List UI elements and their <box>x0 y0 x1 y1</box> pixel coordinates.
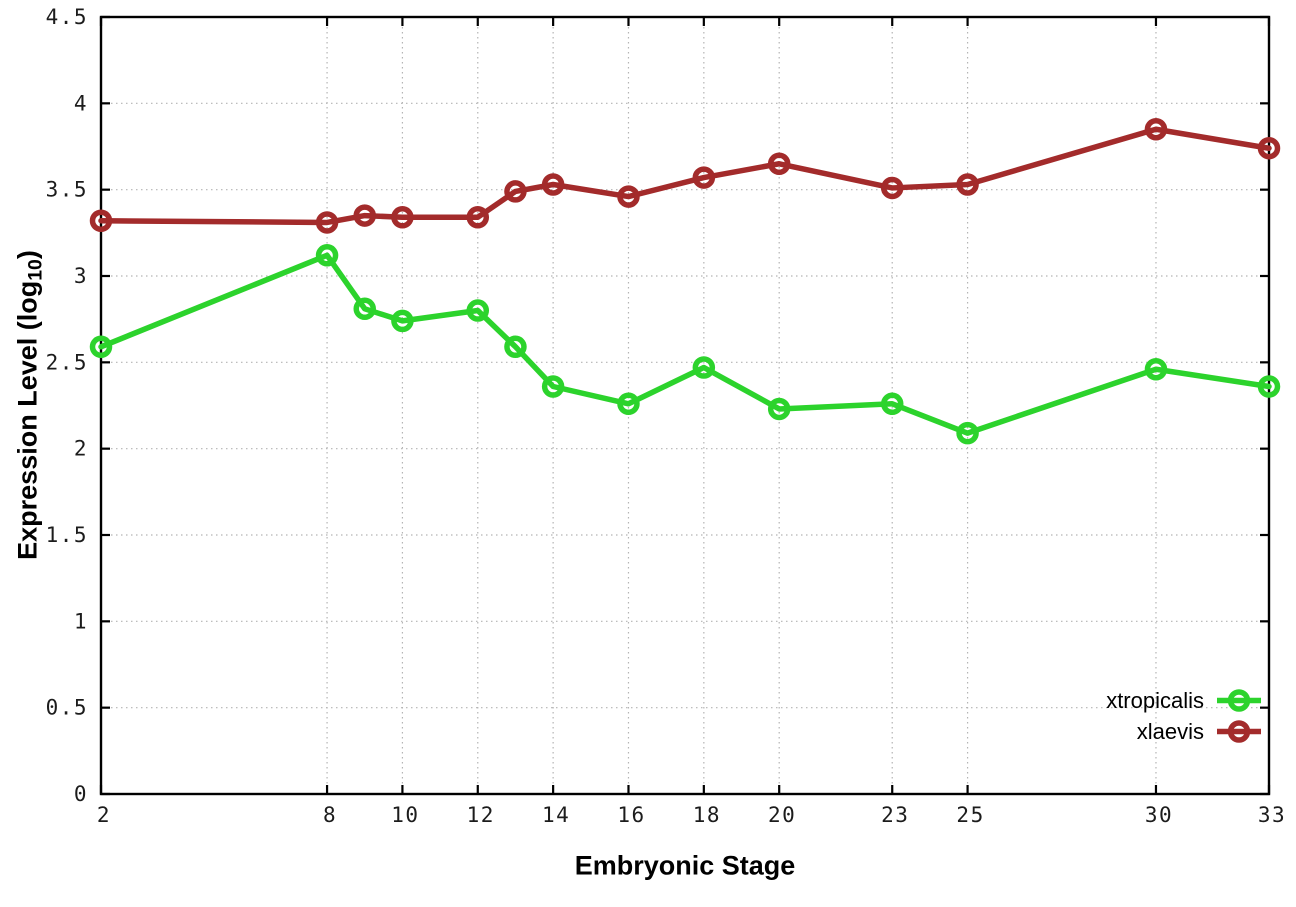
svg-text:4.5: 4.5 <box>46 5 88 29</box>
svg-text:12: 12 <box>467 803 495 827</box>
data-point-marker <box>466 299 490 322</box>
x-tick-labels: 2 8 10 12 14 16 18 20 23 25 30 33 <box>97 803 1286 827</box>
svg-text:14: 14 <box>542 803 570 827</box>
legend-item-xlaevis: xlaevis <box>1106 717 1262 746</box>
tick-marks <box>99 15 1271 796</box>
data-point-marker <box>391 309 414 333</box>
data-point-marker <box>692 166 716 189</box>
data-point-marker <box>880 176 904 200</box>
svg-text:20: 20 <box>768 803 796 827</box>
data-point-marker <box>880 392 904 416</box>
data-point-marker <box>466 206 490 229</box>
legend-label-xlaevis: xlaevis <box>1136 718 1204 744</box>
data-point-marker <box>89 335 113 359</box>
data-point-marker <box>541 375 565 398</box>
svg-text:16: 16 <box>617 803 645 827</box>
legend-item-xtropicalis: xtropicalis <box>1106 686 1262 715</box>
data-point-marker <box>767 152 791 176</box>
line-marker-sample-icon <box>1217 689 1261 712</box>
data-point-marker <box>1144 357 1168 381</box>
y-tick-labels: 0 0.5 1 1.5 2 2.5 3 3.5 4 4.5 <box>46 5 88 806</box>
x-axis-title: Embryonic Stage <box>574 850 796 881</box>
data-point-marker <box>353 297 376 321</box>
y-axis-title-suffix: ) <box>12 250 43 260</box>
svg-text:8: 8 <box>323 803 337 827</box>
plot-border <box>99 15 1271 796</box>
data-point-marker <box>956 173 979 196</box>
svg-text:2.5: 2.5 <box>46 350 88 374</box>
data-point-marker <box>1257 136 1281 160</box>
gridlines <box>100 16 1270 795</box>
y-axis-title-subscript: 10 <box>24 259 47 281</box>
svg-text:2: 2 <box>97 803 111 827</box>
series-line-xtropicalis <box>98 252 1272 436</box>
data-point-marker <box>541 173 565 196</box>
data-point-marker <box>617 185 640 208</box>
data-point-marker <box>617 392 640 416</box>
svg-text:1.5: 1.5 <box>46 523 88 547</box>
data-point-marker <box>1257 375 1281 398</box>
series-xtropicalis <box>89 244 1281 445</box>
legend: xtropicalis xlaevis <box>1106 686 1262 746</box>
y-axis-title-text: Expression Level (log <box>12 280 43 560</box>
data-point-marker <box>1144 117 1168 141</box>
series-xlaevis <box>89 117 1281 234</box>
svg-text:3.5: 3.5 <box>46 178 88 202</box>
data-point-marker <box>767 397 791 421</box>
data-point-marker <box>504 180 527 203</box>
data-point-marker <box>315 211 339 234</box>
svg-text:4: 4 <box>74 91 88 115</box>
svg-text:0.5: 0.5 <box>46 696 88 720</box>
series-line-xlaevis <box>98 126 1272 226</box>
svg-text:18: 18 <box>693 803 721 827</box>
svg-text:30: 30 <box>1145 803 1173 827</box>
svg-text:10: 10 <box>391 803 419 827</box>
line-marker-sample-icon <box>1217 720 1261 743</box>
svg-text:1: 1 <box>74 609 88 633</box>
svg-text:3: 3 <box>74 264 88 288</box>
data-point-marker <box>692 356 716 379</box>
data-point-marker <box>504 335 527 359</box>
legend-label-xtropicalis: xtropicalis <box>1106 687 1204 713</box>
data-point-marker <box>89 209 113 232</box>
y-axis-title: Expression Level (log10) <box>12 250 47 560</box>
data-point-marker <box>391 206 414 229</box>
svg-text:25: 25 <box>956 803 984 827</box>
svg-text:2: 2 <box>74 437 88 461</box>
svg-text:33: 33 <box>1258 803 1286 827</box>
data-point-marker <box>956 421 979 445</box>
data-point-marker <box>353 204 376 227</box>
svg-text:23: 23 <box>881 803 909 827</box>
svg-text:0: 0 <box>74 782 88 806</box>
data-point-marker <box>315 244 339 267</box>
